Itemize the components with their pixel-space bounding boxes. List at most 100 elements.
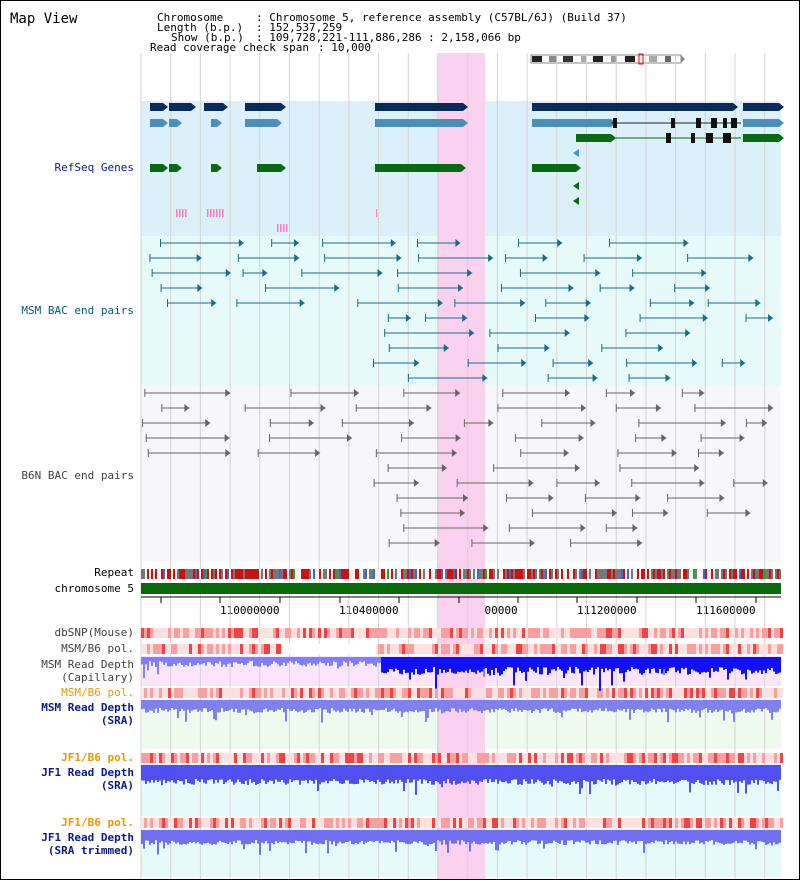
- repeat-mark: [237, 569, 239, 579]
- depth-bar: [145, 830, 147, 841]
- depth-bar: [595, 830, 597, 844]
- heat-cell: [504, 818, 507, 828]
- chromosome-ideogram[interactable]: [529, 53, 689, 65]
- msm-bac-end-pairs-label[interactable]: MSM BAC end pairs: [21, 304, 134, 317]
- depth-bar: [395, 657, 397, 669]
- heat-cell: [549, 818, 552, 828]
- msm-read-depth-capillary-label[interactable]: MSM Read Depth: [41, 658, 134, 671]
- depth-bar: [317, 765, 319, 792]
- heat-cell: [402, 628, 405, 638]
- chromosome-track-label[interactable]: chromosome 5: [54, 582, 134, 595]
- repeat-mark: [421, 569, 423, 579]
- heat-cell: [381, 628, 384, 638]
- bac-end: [462, 314, 468, 322]
- depth-bar: [497, 765, 499, 784]
- heat-cell: [579, 688, 582, 698]
- repeat-mark: [527, 569, 529, 579]
- repeat-mark: [391, 569, 393, 579]
- depth-bar: [593, 700, 595, 711]
- depth-bar: [397, 657, 399, 671]
- depth-bar: [317, 657, 319, 664]
- depth-bar: [477, 700, 479, 712]
- jf1-b6-pol-label-2[interactable]: JF1/B6 pol.: [61, 816, 134, 829]
- repeat-mark: [575, 569, 577, 579]
- repeat-mark: [389, 569, 391, 579]
- heat-cell: [690, 688, 693, 698]
- repeat-mark: [745, 569, 747, 579]
- depth-bar: [335, 830, 337, 847]
- depth-bar: [391, 830, 393, 841]
- heat-cell: [357, 628, 360, 638]
- heat-cell: [543, 644, 546, 654]
- depth-bar: [141, 700, 143, 710]
- jf1-b6-pol-label-1[interactable]: JF1/B6 pol.: [61, 751, 134, 764]
- msm-b6-pol-label-2[interactable]: MSM/B6 pol.: [61, 686, 134, 699]
- depth-bar: [225, 700, 227, 711]
- repeat-mark: [709, 569, 711, 579]
- repeat-mark: [385, 569, 387, 579]
- depth-bar: [663, 657, 665, 670]
- heat-cell: [153, 818, 156, 828]
- depth-bar: [367, 830, 369, 842]
- depth-bar: [289, 657, 291, 662]
- depth-bar: [335, 700, 337, 712]
- bac-end: [658, 344, 664, 352]
- depth-bar: [557, 765, 559, 783]
- pseudo-mark: [216, 209, 218, 217]
- msm-b6-pol-label-1[interactable]: MSM/B6 pol.: [61, 642, 134, 655]
- repeat-mark: [151, 569, 153, 579]
- depth-bar: [309, 765, 311, 781]
- depth-bar: [663, 830, 665, 845]
- dbsnp-label[interactable]: dbSNP(Mouse): [54, 626, 134, 639]
- depth-bar: [307, 830, 309, 842]
- heat-cell: [198, 688, 201, 698]
- depth-bar: [519, 700, 521, 711]
- heat-cell: [432, 688, 435, 698]
- heat-cell: [405, 644, 408, 654]
- depth-bar: [531, 830, 533, 841]
- heat-cell: [675, 628, 678, 638]
- heat-cell: [729, 628, 732, 638]
- depth-bar: [367, 657, 369, 664]
- heat-cell: [228, 644, 231, 654]
- depth-bar: [501, 700, 503, 710]
- heat-cell: [342, 688, 345, 698]
- depth-bar: [481, 657, 483, 672]
- repeat-mark: [599, 569, 601, 579]
- depth-bar: [633, 830, 635, 842]
- depth-bar: [585, 765, 587, 782]
- heat-cell: [276, 628, 279, 638]
- gene-block: [532, 103, 591, 111]
- heat-cell: [735, 688, 738, 698]
- refseq-genes-label[interactable]: RefSeq Genes: [54, 161, 134, 174]
- heat-cell: [309, 688, 312, 698]
- heat-cell: [453, 628, 456, 638]
- depth-bar: [653, 765, 655, 780]
- jf1-read-depth-trimmed-label[interactable]: JF1 Read Depth: [41, 831, 134, 844]
- depth-bar: [761, 700, 763, 712]
- depth-bar: [679, 765, 681, 781]
- msm-read-depth-sra-label[interactable]: MSM Read Depth: [41, 701, 134, 714]
- heat-cell: [279, 818, 282, 828]
- repeat-mark: [447, 569, 449, 579]
- heat-cell: [156, 818, 159, 828]
- heat-cell: [717, 644, 720, 654]
- depth-bar: [609, 657, 611, 669]
- heat-cell: [705, 644, 708, 654]
- depth-bar: [719, 700, 721, 711]
- jf1-read-depth-label[interactable]: JF1 Read Depth: [41, 766, 134, 779]
- repeat-label[interactable]: Repeat: [94, 566, 134, 579]
- depth-bar: [269, 765, 271, 781]
- depth-bar: [757, 700, 759, 709]
- depth-bar: [571, 765, 573, 782]
- gene-exon: [731, 118, 737, 128]
- b6n-bac-end-pairs-label[interactable]: B6N BAC end pairs: [21, 469, 134, 482]
- depth-bar: [409, 830, 411, 845]
- heat-cell: [621, 818, 624, 828]
- heat-cell: [186, 628, 189, 638]
- depth-bar: [473, 657, 475, 673]
- heat-cell: [312, 628, 315, 638]
- depth-bar: [639, 830, 641, 842]
- depth-bar: [619, 830, 621, 842]
